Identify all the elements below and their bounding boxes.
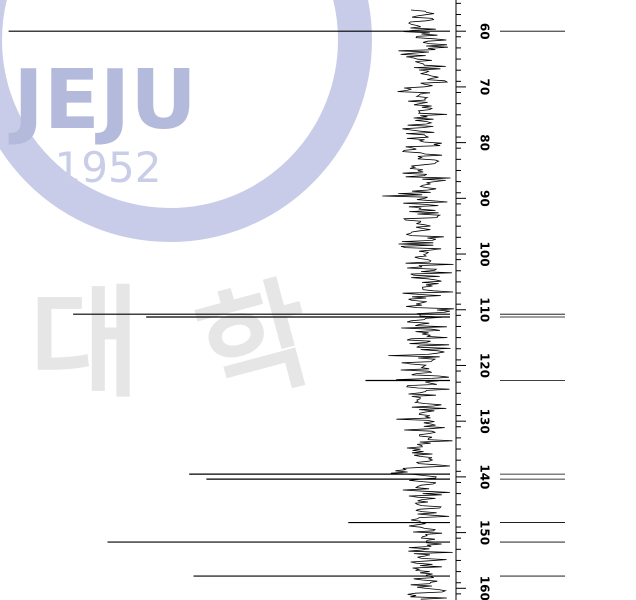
watermark-char: 학: [185, 263, 328, 426]
tick-label: 140: [478, 464, 492, 489]
tick-label: 120: [478, 353, 492, 378]
tick-label: 80: [478, 134, 492, 151]
noise: [382, 9, 454, 600]
tick-label: 150: [478, 520, 492, 545]
tick-label: 160: [478, 576, 492, 600]
tick-label: 130: [478, 409, 492, 434]
tick-label: 70: [478, 79, 492, 96]
watermark: JEJU 1952 대 학: [0, 0, 372, 426]
watermark-year: 1952: [55, 143, 162, 192]
watermark-ring: [0, 0, 372, 242]
watermark-char: 대: [30, 275, 140, 414]
tick-label: 90: [478, 190, 492, 207]
watermark-name: JEJU: [8, 53, 197, 148]
tick-label: 60: [478, 23, 492, 40]
tick-label: 110: [478, 297, 492, 322]
tick-label: 100: [478, 242, 492, 267]
